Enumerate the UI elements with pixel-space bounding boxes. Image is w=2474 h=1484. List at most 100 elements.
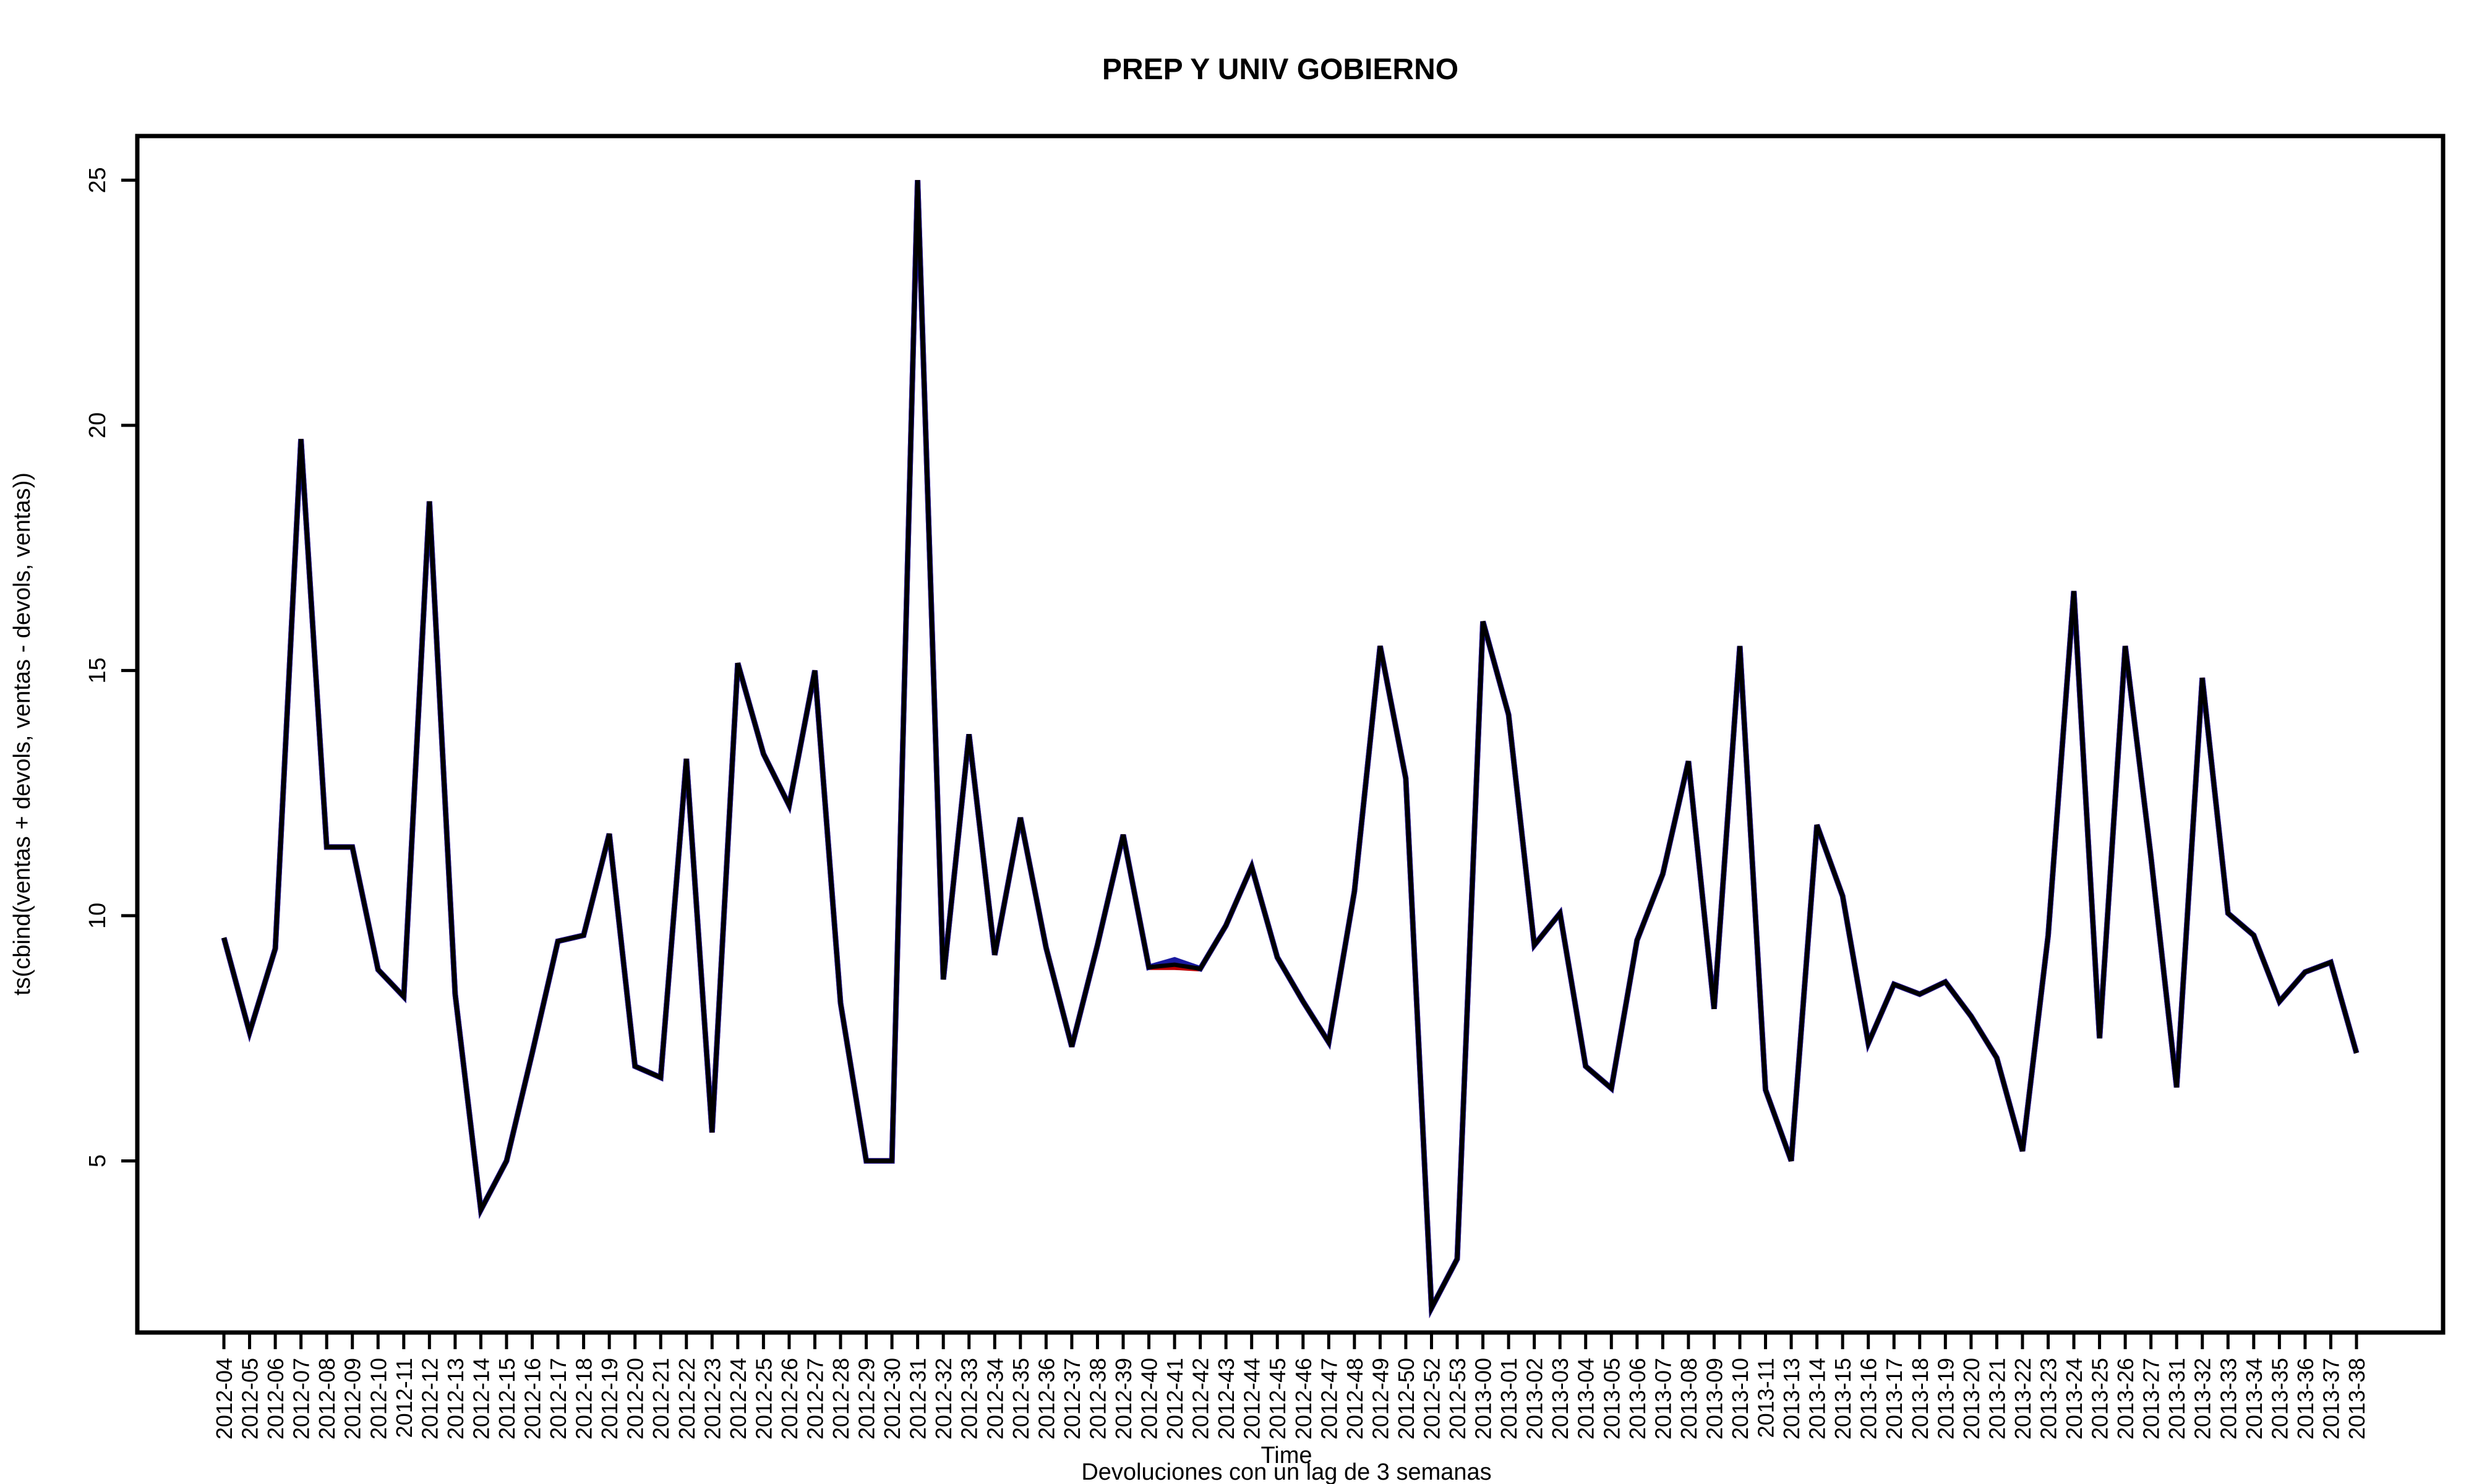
x-tick-label: 2012-08	[314, 1358, 340, 1439]
x-tick-label: 2012-38	[1085, 1358, 1110, 1439]
x-tick-label: 2012-52	[1419, 1358, 1444, 1439]
x-tick-label: 2012-26	[777, 1358, 802, 1439]
x-tick-label: 2012-34	[982, 1358, 1008, 1439]
x-tick-label: 2013-06	[1625, 1358, 1650, 1439]
x-tick-label: 2013-38	[2344, 1358, 2369, 1439]
series-line-2	[221, 180, 2360, 1319]
x-tick-label: 2013-35	[2267, 1358, 2292, 1439]
x-tick-label: 2013-20	[1959, 1358, 1984, 1439]
x-tick-label: 2013-18	[1907, 1358, 1933, 1439]
x-tick-label: 2012-19	[597, 1358, 622, 1439]
y-tick-label: 10	[85, 903, 111, 929]
x-tick-label: 2012-48	[1342, 1358, 1368, 1439]
y-tick-label: 25	[85, 167, 111, 193]
x-tick-label: 2012-23	[700, 1358, 725, 1439]
x-tick-label: 2012-20	[623, 1358, 648, 1439]
x-tick-label: 2012-22	[674, 1358, 700, 1439]
x-tick-label: 2013-32	[2190, 1358, 2215, 1439]
x-tick-label: 2013-10	[1727, 1358, 1753, 1439]
x-tick-label: 2012-14	[468, 1358, 494, 1439]
x-tick-label: 2012-45	[1265, 1358, 1290, 1439]
x-tick-label: 2013-03	[1547, 1358, 1573, 1439]
x-tick-label: 2013-17	[1881, 1358, 1907, 1439]
x-tick-label: 2012-10	[366, 1358, 391, 1439]
x-tick-label: 2012-27	[802, 1358, 828, 1439]
x-tick-label: 2013-19	[1933, 1358, 1958, 1439]
chart-subtitle: Devoluciones con un lag de 3 semanas	[1081, 1459, 1491, 1484]
x-tick-label: 2013-01	[1496, 1358, 1522, 1439]
x-tick-label: 2013-08	[1676, 1358, 1701, 1439]
chart-title: PREP Y UNIV GOBIERNO	[1102, 53, 1458, 86]
y-tick-label: 20	[85, 412, 111, 438]
x-tick-label: 2012-09	[340, 1358, 366, 1439]
x-tick-label: 2012-46	[1291, 1358, 1316, 1439]
x-tick-label: 2013-25	[2087, 1358, 2113, 1439]
x-tick-label: 2012-16	[520, 1358, 546, 1439]
y-axis: 5 10 15 20 25	[85, 167, 137, 1167]
x-tick-label: 2012-13	[443, 1358, 468, 1439]
x-tick-label: 2012-07	[289, 1358, 314, 1439]
x-tick-label: 2012-05	[238, 1358, 263, 1439]
series-line-0	[221, 180, 2359, 1316]
x-tick-label: 2012-35	[1008, 1358, 1034, 1439]
x-tick-label: 2013-24	[2061, 1358, 2087, 1439]
x-tick-label: 2012-41	[1162, 1358, 1188, 1439]
x-tick-label: 2012-18	[571, 1358, 597, 1439]
plot-frame	[135, 134, 2446, 1335]
x-tick-label: 2013-36	[2293, 1358, 2318, 1439]
x-tick-label: 2012-50	[1393, 1358, 1419, 1439]
x-tick-label: 2013-04	[1573, 1358, 1599, 1439]
x-tick-label: 2012-33	[957, 1358, 982, 1439]
x-tick-label: 2012-39	[1111, 1358, 1136, 1439]
x-tick-label: 2013-09	[1701, 1358, 1727, 1439]
x-tick-label: 2012-24	[726, 1358, 751, 1439]
x-tick-label: 2012-42	[1188, 1358, 1213, 1439]
x-tick-label: 2013-33	[2215, 1358, 2241, 1439]
x-tick-label: 2012-31	[905, 1358, 931, 1439]
x-tick-label: 2012-37	[1059, 1358, 1085, 1439]
x-tick-label: 2012-30	[880, 1358, 905, 1439]
x-tick-label: 2013-16	[1856, 1358, 1881, 1439]
y-axis-label: ts(cbind(ventas + devols, ventas - devol…	[9, 472, 35, 996]
x-tick-label: 2013-34	[2241, 1358, 2267, 1439]
x-tick-label: 2013-13	[1779, 1358, 1804, 1439]
x-tick-label: 2012-47	[1316, 1358, 1342, 1439]
x-tick-label: 2013-27	[2139, 1358, 2164, 1439]
x-tick-label: 2012-28	[828, 1358, 854, 1439]
series-line-1	[221, 180, 2360, 1319]
x-tick-label: 2012-21	[648, 1358, 674, 1439]
x-tick-label: 2013-26	[2113, 1358, 2138, 1439]
x-tick-label: 2012-36	[1034, 1358, 1059, 1439]
x-tick-label: 2012-40	[1137, 1358, 1162, 1439]
x-tick-label: 2013-23	[2035, 1358, 2061, 1439]
x-tick-label: 2013-07	[1650, 1358, 1676, 1439]
x-tick-label: 2012-25	[751, 1358, 776, 1439]
x-tick-label: 2013-05	[1599, 1358, 1624, 1439]
x-tick-label: 2013-21	[1984, 1358, 2010, 1439]
x-tick-label: 2012-43	[1213, 1358, 1239, 1439]
x-tick-label: 2012-44	[1239, 1358, 1265, 1439]
x-tick-label: 2012-04	[212, 1358, 237, 1439]
x-tick-label: 2012-17	[546, 1358, 571, 1439]
y-tick-label: 15	[85, 657, 111, 683]
x-tick-label: 2013-14	[1805, 1358, 1830, 1439]
x-tick-label: 2012-11	[392, 1358, 417, 1438]
x-tick-label: 2013-02	[1522, 1358, 1547, 1439]
x-tick-label: 2013-22	[2010, 1358, 2035, 1439]
x-axis: 2012-04 2012-05 2012-06 2012-07 2012-08 2012-…	[212, 1333, 2369, 1439]
x-tick-label: 2013-15	[1830, 1358, 1856, 1439]
x-tick-label: 2013-00	[1471, 1358, 1496, 1439]
x-tick-label: 2013-37	[2318, 1358, 2343, 1439]
x-tick-label: 2013-31	[2164, 1358, 2189, 1439]
x-tick-label: 2013-11	[1753, 1358, 1779, 1438]
y-tick-label: 5	[85, 1154, 111, 1167]
x-tick-label: 2012-49	[1368, 1358, 1393, 1439]
x-tick-label: 2012-06	[263, 1358, 288, 1439]
x-tick-label: 2012-53	[1445, 1358, 1470, 1439]
x-tick-label: 2012-32	[931, 1358, 956, 1439]
x-tick-label: 2012-29	[854, 1358, 880, 1439]
x-tick-label: 2012-15	[494, 1358, 520, 1439]
x-tick-label: 2012-12	[417, 1358, 442, 1439]
series-layer	[221, 180, 2360, 1319]
